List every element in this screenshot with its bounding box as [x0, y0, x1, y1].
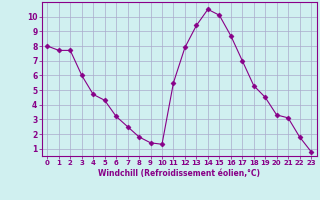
X-axis label: Windchill (Refroidissement éolien,°C): Windchill (Refroidissement éolien,°C) — [98, 169, 260, 178]
